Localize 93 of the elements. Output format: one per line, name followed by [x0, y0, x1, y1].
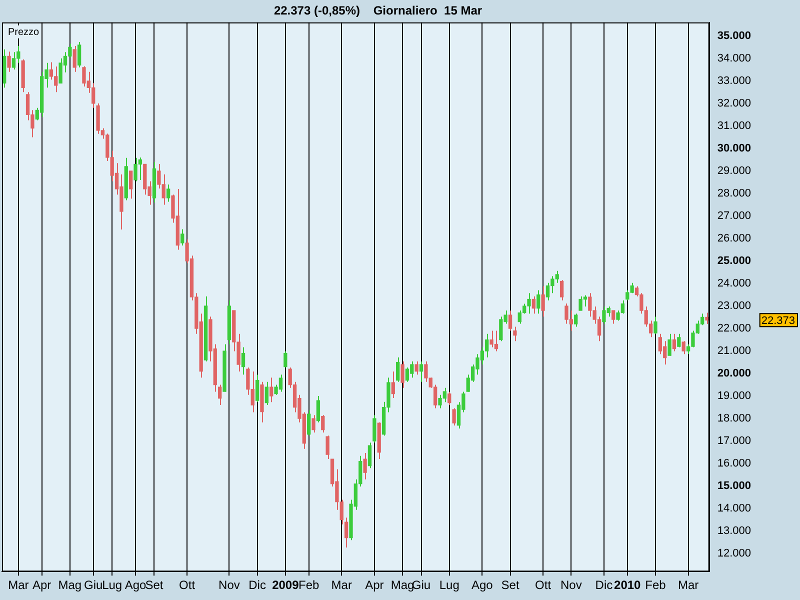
candlestick: [180, 228, 184, 246]
y-tick-label: 20.000: [717, 368, 752, 380]
y-tick-label: 13.000: [717, 525, 752, 538]
candlestick: [682, 340, 686, 355]
candlestick: [372, 414, 376, 444]
candlestick: [541, 286, 545, 318]
x-tick-label: Mag: [390, 578, 414, 592]
candlestick: [255, 374, 260, 403]
y-tick-label: 28.000: [717, 187, 752, 200]
x-tick-label: Ott: [179, 578, 196, 592]
y-tick-label: 12.000: [717, 548, 752, 560]
candlestick: [307, 410, 311, 436]
candlestick: [218, 384, 222, 406]
candlestick: [368, 442, 372, 469]
x-tick-label: Mar: [331, 578, 352, 592]
y-tick-label: 19.000: [717, 390, 752, 402]
x-tick-label: Set: [145, 578, 164, 592]
x-tick-label: Dic: [595, 578, 613, 592]
y-tick-label: 24.000: [717, 278, 752, 290]
candlestick: [400, 360, 404, 388]
y-tick-label: 17.000: [717, 435, 752, 448]
y-tick-label: 30.000: [717, 142, 752, 154]
y-tick-label: 22.000: [717, 322, 752, 335]
y-tick-label: 18.000: [717, 412, 752, 425]
candlestick: [321, 414, 325, 433]
y-tick-label: 21.000: [717, 345, 752, 358]
y-tick-label: 16.000: [717, 458, 752, 470]
candlestick: [128, 170, 133, 200]
chart-title: 22.373 (-0,85%) Giornaliero 15 Mar: [274, 4, 482, 18]
x-tick-label: Nov: [560, 578, 582, 592]
x-tick-label: Set: [501, 578, 520, 592]
x-tick-label: Mar: [8, 578, 29, 592]
x-tick-label: Dic: [248, 578, 266, 592]
x-tick-label: Ago: [124, 578, 147, 592]
y-tick-label: 14.000: [717, 502, 752, 515]
x-tick-label: Lug: [439, 578, 460, 592]
x-tick-label: 2010: [614, 578, 642, 592]
candlestick: [611, 310, 616, 324]
x-tick-label: Nov: [218, 578, 240, 592]
x-tick-label: Apr: [32, 578, 52, 592]
candlestick: [668, 333, 672, 356]
candlestick: [419, 360, 424, 382]
candlestick: [77, 41, 82, 68]
x-tick-label: Mag: [58, 578, 82, 592]
x-tick-label: Giu: [84, 578, 103, 592]
candlestick: [536, 290, 540, 314]
y-tick-label: 15.000: [717, 480, 752, 492]
candlestick: [396, 356, 400, 382]
candlestick: [363, 452, 367, 480]
x-tick-label: 2009: [272, 578, 300, 592]
x-tick-label: Feb: [298, 578, 320, 592]
y-tick-label: 26.000: [717, 232, 752, 245]
x-tick-label: Lug: [102, 578, 122, 592]
y-tick-label: 23.000: [717, 300, 752, 312]
y-tick-label: 31.000: [717, 120, 752, 132]
candlestick: [312, 414, 316, 433]
x-tick-label: Ott: [535, 578, 552, 592]
candlestick: [448, 391, 452, 406]
text: 22.373: [761, 315, 796, 328]
x-tick-label: Apr: [365, 578, 384, 592]
candlestick: [166, 184, 170, 202]
candlestick: [574, 313, 578, 328]
candlestick: [513, 326, 517, 342]
y-tick-label: 35.000: [717, 30, 752, 42]
y-tick-label: 25.000: [717, 255, 752, 268]
y-tick-label: 27.000: [717, 210, 752, 222]
x-tick-label: Ago: [471, 578, 494, 592]
candlestick: [72, 46, 76, 72]
candlestick: [672, 333, 676, 352]
candlestick: [264, 381, 269, 406]
y-tick-label: 34.000: [717, 52, 752, 64]
candlestick: [508, 310, 512, 332]
candlestick: [654, 316, 658, 334]
candlestick: [316, 396, 320, 423]
candlestick: [532, 296, 536, 314]
y-tick-label: 29.000: [717, 164, 752, 177]
candlestick: [405, 366, 410, 382]
x-tick-label: Feb: [645, 578, 666, 592]
candlestick: [414, 360, 418, 376]
y-tick-label: 33.000: [717, 74, 752, 87]
candlestick: [560, 280, 564, 301]
candlestick: [241, 346, 246, 376]
candlestick: [284, 350, 288, 368]
candlestick: [452, 408, 456, 426]
candlestick: [705, 312, 709, 325]
candlestick: [677, 333, 681, 348]
candlestick: [7, 51, 11, 72]
candlestick: [391, 371, 395, 399]
candlestick: [12, 52, 16, 70]
x-tick-label: Mar: [678, 578, 699, 592]
y-tick-label: 32.000: [717, 97, 752, 110]
candlestick: [270, 377, 274, 403]
annotation: Prezzo: [8, 27, 40, 38]
